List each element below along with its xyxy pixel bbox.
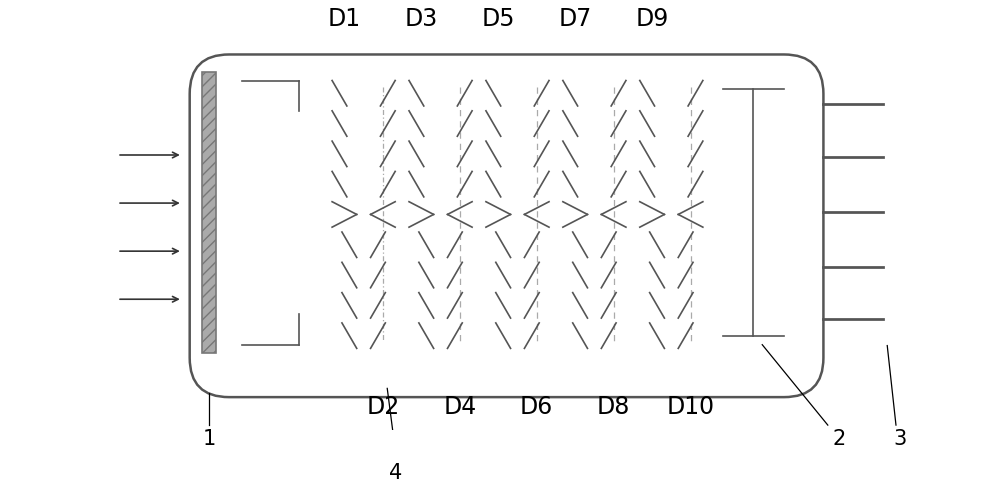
Text: 1: 1: [202, 429, 216, 450]
Text: D3: D3: [405, 7, 438, 31]
Text: D4: D4: [443, 395, 476, 418]
Text: D6: D6: [520, 395, 553, 418]
Text: 4: 4: [389, 463, 403, 483]
Text: D2: D2: [366, 395, 399, 418]
Text: D8: D8: [597, 395, 630, 418]
Text: 2: 2: [832, 429, 845, 450]
Text: D9: D9: [635, 7, 669, 31]
Bar: [202, 72, 216, 354]
FancyBboxPatch shape: [190, 55, 823, 397]
Text: D1: D1: [328, 7, 361, 31]
Text: D10: D10: [666, 395, 715, 418]
Text: 3: 3: [893, 429, 907, 450]
Text: D7: D7: [559, 7, 592, 31]
Text: D5: D5: [482, 7, 515, 31]
